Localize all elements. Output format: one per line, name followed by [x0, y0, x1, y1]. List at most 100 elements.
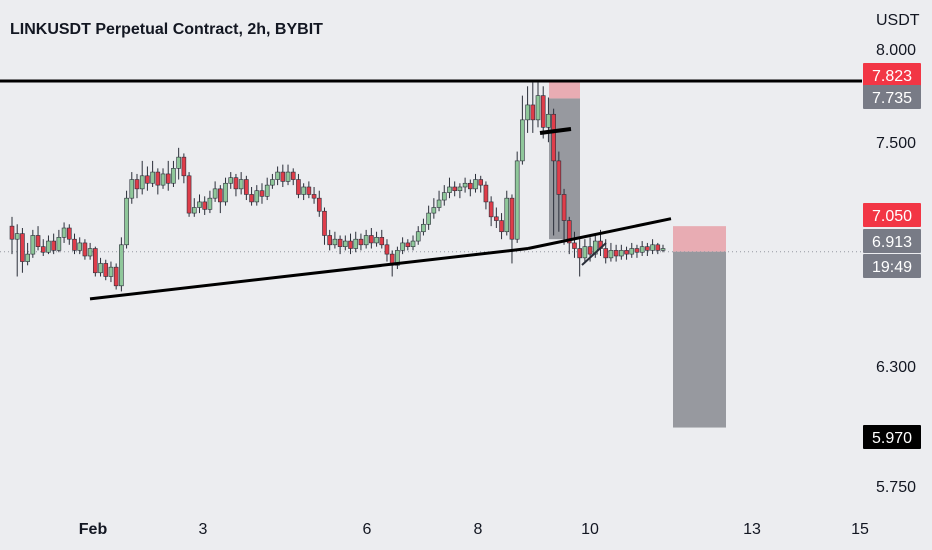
- candle-body: [51, 240, 56, 251]
- candle-body: [129, 179, 135, 199]
- candle-body: [9, 225, 15, 240]
- candle-body: [301, 186, 306, 195]
- candle-body: [343, 240, 348, 247]
- candle-body: [556, 160, 562, 195]
- x-axis-tick-label: 8: [474, 521, 483, 538]
- candle-body: [46, 240, 51, 253]
- candle-body: [478, 179, 484, 186]
- candle-body: [462, 182, 468, 188]
- candle-body: [223, 182, 228, 203]
- candle-body: [561, 194, 567, 221]
- candle-body: [551, 113, 556, 162]
- price-label-background: [863, 229, 921, 253]
- candle-body: [316, 197, 322, 212]
- candle-body: [650, 244, 655, 251]
- candle-body: [415, 231, 421, 242]
- price-label: 5.970: [872, 430, 912, 447]
- price-label: 6.913: [872, 234, 912, 251]
- candle-body: [410, 240, 416, 247]
- price-axis-currency: USDT: [876, 12, 920, 29]
- candle-body: [374, 237, 379, 244]
- candle-body: [108, 266, 114, 277]
- small-trendline[interactable]: [581, 242, 607, 266]
- candle-body: [509, 197, 515, 240]
- candle-body: [608, 250, 614, 259]
- short-position-2-stop-zone[interactable]: [673, 226, 726, 252]
- candle-body: [98, 263, 103, 274]
- candle-body: [535, 95, 541, 121]
- candle-body: [494, 216, 499, 221]
- candle-body: [160, 173, 166, 186]
- candle-body: [504, 197, 510, 233]
- candle-body: [155, 171, 161, 186]
- x-axis-tick-label: 3: [199, 521, 208, 538]
- candle-body: [660, 248, 666, 251]
- candle-body: [353, 238, 359, 249]
- candle-body: [228, 177, 234, 184]
- candle-body: [473, 179, 478, 190]
- candle-body: [572, 242, 577, 249]
- candle-body: [259, 190, 265, 197]
- ascending-trendline[interactable]: [89, 247, 529, 301]
- candle-body: [566, 220, 572, 244]
- candle-body: [77, 242, 83, 251]
- candle-body: [285, 171, 291, 182]
- candle-body: [322, 210, 327, 236]
- candle-body: [431, 207, 437, 214]
- short-position-1-stop-zone[interactable]: [549, 82, 580, 99]
- price-label-background: [863, 63, 921, 87]
- candle-body: [40, 246, 46, 253]
- candle-body: [61, 227, 67, 238]
- candle-body: [436, 199, 442, 208]
- x-axis-tick-label: Feb: [79, 521, 108, 538]
- candle-body: [582, 246, 588, 259]
- candle-body: [150, 171, 155, 184]
- candle-body: [233, 177, 239, 190]
- candle-body: [337, 238, 343, 247]
- candle-body: [119, 244, 124, 287]
- short-position-2-target-zone[interactable]: [673, 251, 726, 428]
- candle-body: [202, 201, 207, 210]
- candle-body: [358, 238, 364, 246]
- x-axis-tick-label: 6: [363, 521, 372, 538]
- x-axis-tick-label: 13: [743, 521, 761, 538]
- candle-body: [124, 197, 129, 246]
- candle-body: [290, 171, 296, 180]
- candle-body: [525, 104, 530, 121]
- upper-trendline[interactable]: [527, 217, 672, 250]
- candle-body: [296, 179, 301, 195]
- candle-body: [181, 156, 187, 177]
- candle-body: [629, 248, 635, 255]
- short-trendline[interactable]: [539, 127, 572, 135]
- candle-body: [134, 179, 140, 190]
- candle-body: [488, 201, 494, 218]
- candle-body: [280, 171, 286, 182]
- candle-body: [103, 263, 109, 277]
- candle-body: [619, 250, 624, 257]
- candle-body: [275, 171, 280, 180]
- x-axis-tick-label: 10: [581, 521, 599, 538]
- candle-body: [483, 184, 489, 203]
- candle-body: [145, 175, 150, 184]
- candle-body: [332, 238, 338, 246]
- price-label-background: [863, 425, 921, 449]
- candle-body: [25, 253, 30, 262]
- candle-body: [452, 186, 457, 192]
- chart-title: LINKUSDT Perpetual Contract, 2h, BYBIT: [10, 21, 323, 38]
- candle-body: [20, 233, 25, 262]
- candle-body: [218, 188, 223, 203]
- candle-body: [87, 248, 93, 257]
- candle-body: [82, 242, 88, 257]
- price-label: 7.050: [872, 208, 912, 225]
- price-label: 7.823: [872, 68, 912, 85]
- candle-body: [655, 244, 661, 251]
- candle-body: [395, 250, 400, 266]
- price-label: 19:49: [872, 259, 912, 276]
- candle-body: [113, 266, 119, 287]
- candle-body: [369, 235, 374, 244]
- candle-body: [311, 194, 317, 199]
- candle-body: [530, 104, 536, 121]
